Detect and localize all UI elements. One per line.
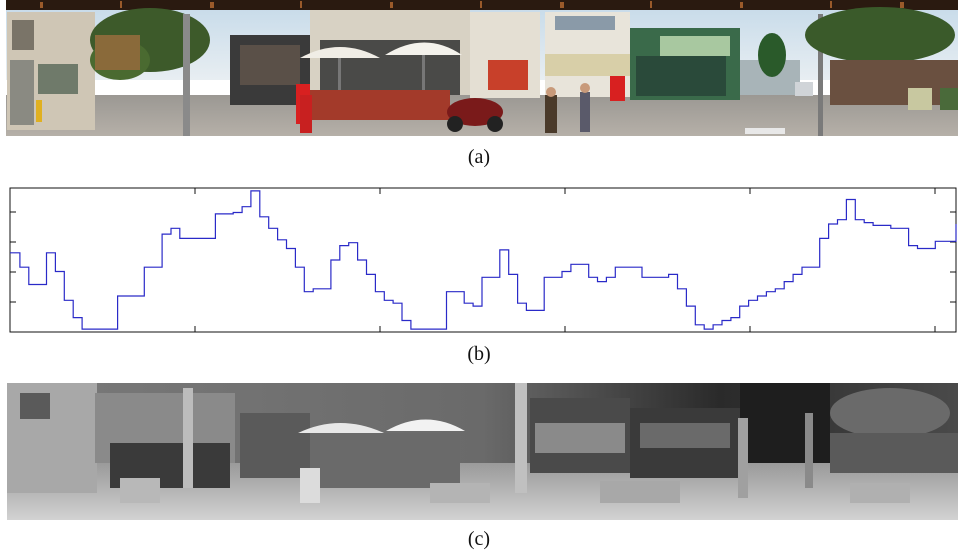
depth-map <box>7 383 958 520</box>
y-ticks-right <box>950 211 956 303</box>
caption-b: (b) <box>467 343 491 365</box>
panorama-photo <box>0 0 958 140</box>
x-ticks-top <box>194 188 936 194</box>
skyline-plot-panel <box>0 186 958 334</box>
panorama-photo-panel <box>0 0 958 140</box>
skyline-profile-plot <box>9 187 957 333</box>
skyline-series-line <box>10 190 957 330</box>
y-ticks-left <box>10 211 16 303</box>
depth-map-panel <box>0 383 958 520</box>
caption-a: (a) <box>467 146 491 168</box>
plot-frame <box>9 187 957 333</box>
x-ticks-bottom <box>194 326 936 332</box>
caption-c: (c) <box>467 528 491 550</box>
